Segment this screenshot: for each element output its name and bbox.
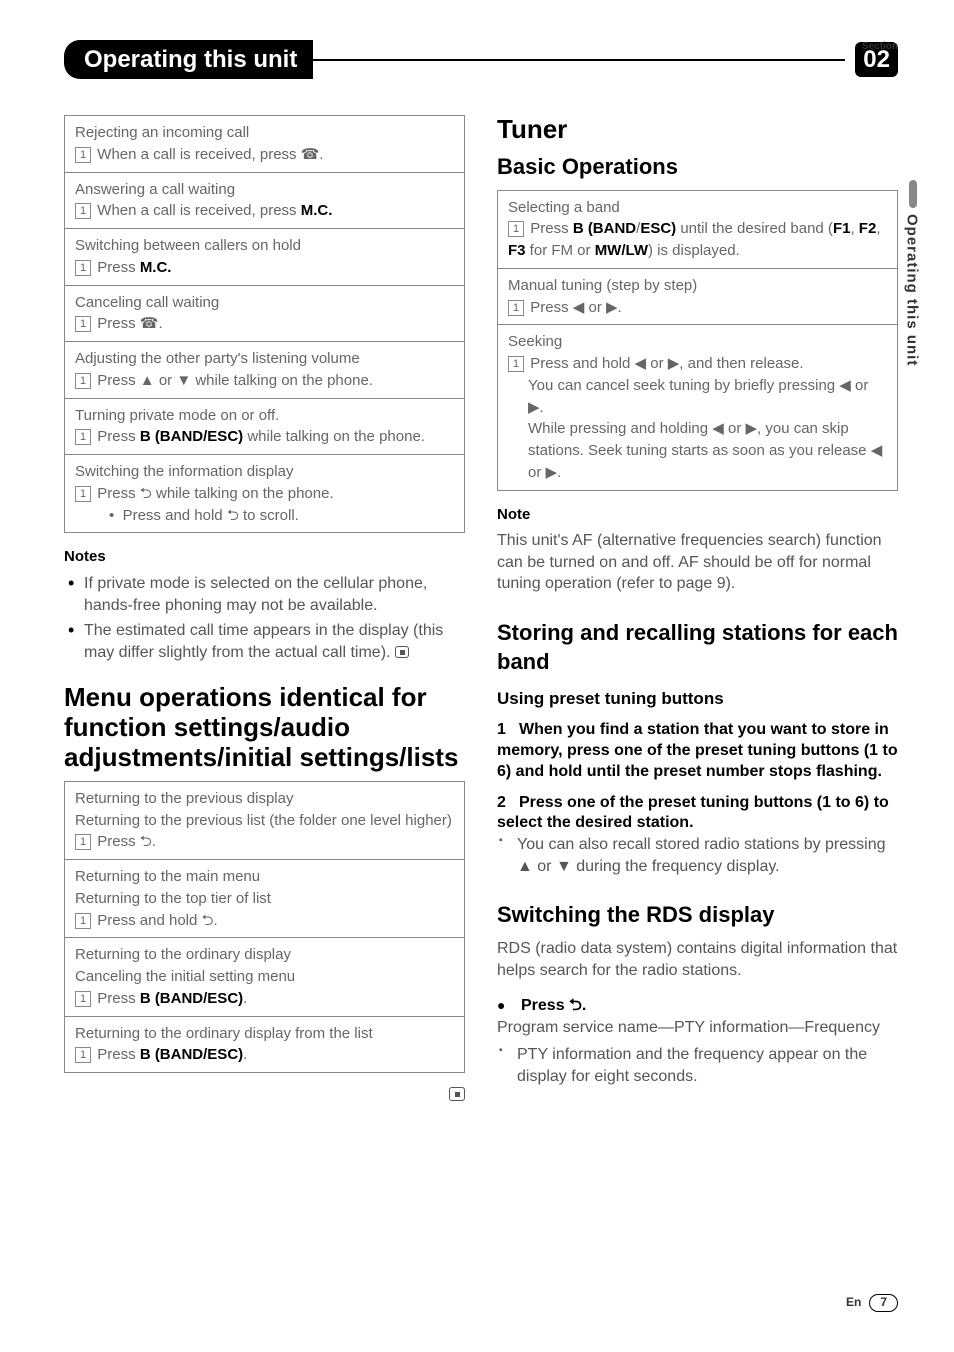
table-row: Selecting a band1 Press B (BAND/ESC) unt… — [498, 191, 897, 269]
step-1-num: 1 — [497, 720, 519, 741]
table-row: Turning private mode on or off.1 Press B… — [65, 399, 464, 456]
end-square-icon — [449, 1087, 465, 1101]
notes-list: If private mode is selected on the cellu… — [64, 573, 465, 663]
end-mark-row — [64, 1085, 465, 1106]
table-row: Canceling call waiting1 Press ☎. — [65, 286, 464, 343]
table-row: Returning to the ordinary display from t… — [65, 1017, 464, 1073]
rds-press-text: Press ⮌. — [521, 997, 586, 1014]
rds-line: Program service name—PTY information—Fre… — [497, 1017, 898, 1039]
page-footer: En 7 — [846, 1294, 898, 1312]
table-row: Rejecting an incoming call1 When a call … — [65, 116, 464, 173]
table-row: Returning to the main menuReturning to t… — [65, 860, 464, 938]
page-title: Operating this unit — [64, 40, 313, 79]
right-column: Tuner Basic Operations Selecting a band1… — [497, 115, 898, 1106]
step-2-text: Press one of the preset tuning buttons (… — [497, 794, 889, 832]
table-row: Manual tuning (step by step)1 Press ◀ or… — [498, 269, 897, 326]
footer-lang: En — [846, 1295, 861, 1311]
menu-ops-heading: Menu operations identical for function s… — [64, 683, 465, 773]
af-note: This unit's AF (alternative frequencies … — [497, 530, 898, 595]
side-tab-text: Operating this unit — [902, 214, 922, 366]
step-1: 1When you find a station that you want t… — [497, 720, 898, 782]
table-row: Answering a call waiting1 When a call is… — [65, 173, 464, 230]
section-word: Section — [862, 40, 898, 53]
phone-ops-table: Rejecting an incoming call1 When a call … — [64, 115, 465, 533]
storing-heading: Storing and recalling stations for each … — [497, 619, 898, 676]
side-tab-accent — [909, 180, 917, 208]
table-row: Switching the information display1 Press… — [65, 455, 464, 532]
list-item: If private mode is selected on the cellu… — [64, 573, 465, 616]
table-row: Seeking1 Press and hold ◀ or ▶, and then… — [498, 325, 897, 489]
left-column: Rejecting an incoming call1 When a call … — [64, 115, 465, 1106]
section-label: Section — [862, 40, 898, 53]
note-heading: Note — [497, 505, 898, 525]
basic-ops-heading: Basic Operations — [497, 153, 898, 182]
rds-heading: Switching the RDS display — [497, 901, 898, 930]
footer-page: 7 — [869, 1294, 898, 1312]
tuner-heading: Tuner — [497, 115, 898, 145]
rds-sub: PTY information and the frequency appear… — [497, 1044, 898, 1087]
page-header: Operating this unit 02 — [64, 40, 898, 79]
table-row: Returning to the previous displayReturni… — [65, 782, 464, 860]
side-tab: Operating this unit — [902, 180, 924, 366]
table-row: Adjusting the other party's listening vo… — [65, 342, 464, 399]
notes-heading: Notes — [64, 547, 465, 567]
table-row: Returning to the ordinary displayCanceli… — [65, 938, 464, 1016]
rds-press: Press ⮌. — [497, 995, 898, 1017]
step-2: 2Press one of the preset tuning buttons … — [497, 793, 898, 835]
menu-ops-table: Returning to the previous displayReturni… — [64, 781, 465, 1073]
preset-heading: Using preset tuning buttons — [497, 688, 898, 710]
list-item: The estimated call time appears in the d… — [64, 620, 465, 663]
tuner-ops-table: Selecting a band1 Press B (BAND/ESC) unt… — [497, 190, 898, 491]
rds-desc: RDS (radio data system) contains digital… — [497, 938, 898, 981]
step-2-sub: You can also recall stored radio station… — [497, 834, 898, 877]
table-row: Switching between callers on hold1 Press… — [65, 229, 464, 286]
step-2-num: 2 — [497, 793, 519, 814]
title-rule — [309, 59, 845, 61]
step-1-text: When you find a station that you want to… — [497, 721, 898, 780]
